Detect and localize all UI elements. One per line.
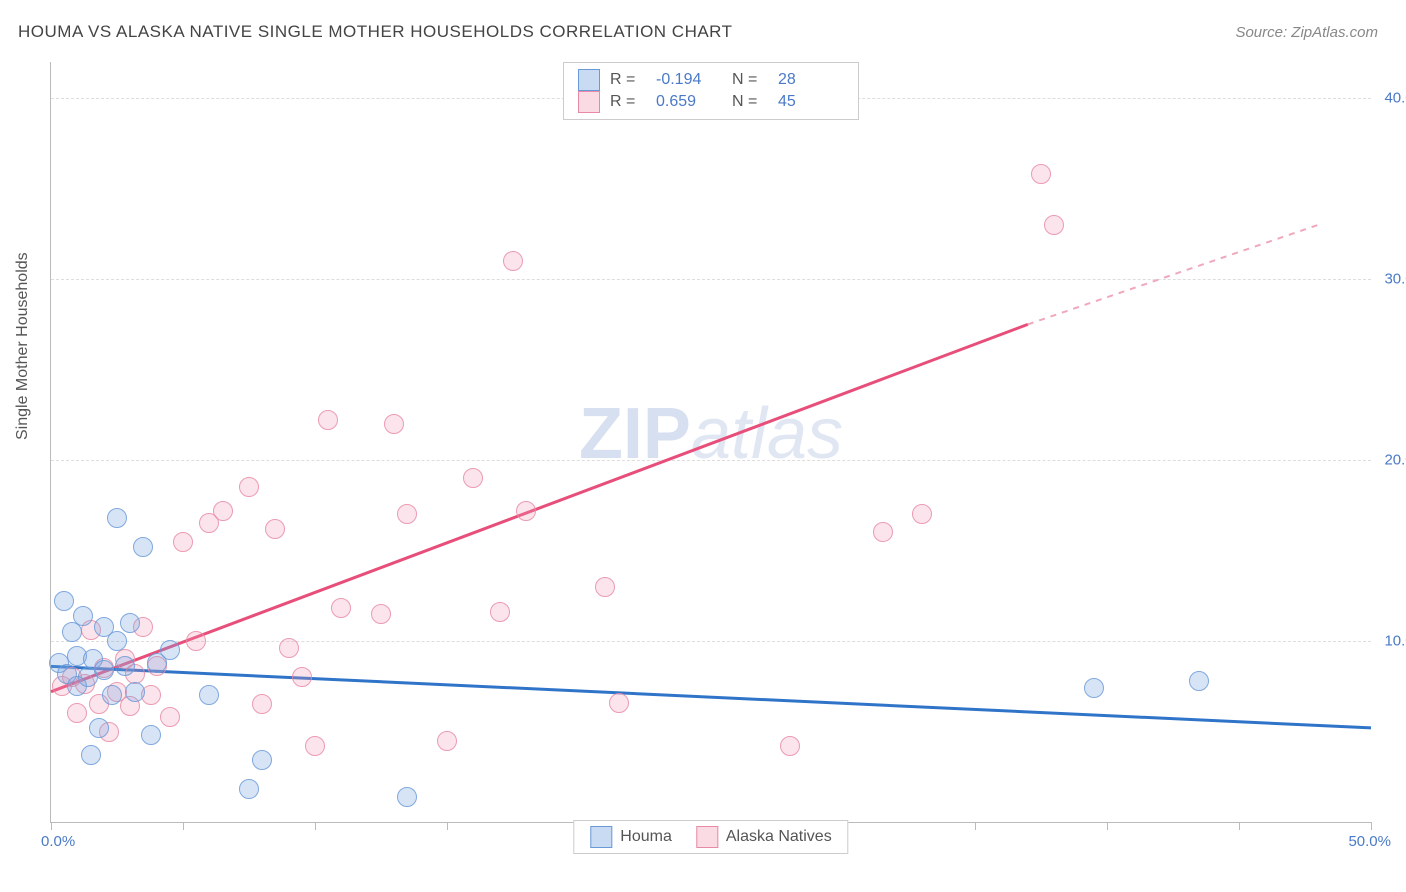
data-point bbox=[199, 685, 219, 705]
data-point bbox=[780, 736, 800, 756]
data-point bbox=[1189, 671, 1209, 691]
x-axis-label-start: 0.0% bbox=[41, 833, 75, 850]
correlation-row-pink: R = 0.659 N = 45 bbox=[578, 91, 844, 113]
data-point bbox=[89, 718, 109, 738]
data-point bbox=[141, 725, 161, 745]
r-value-pink: 0.659 bbox=[656, 93, 722, 111]
data-point bbox=[873, 522, 893, 542]
data-point bbox=[81, 745, 101, 765]
data-point bbox=[595, 577, 615, 597]
swatch-pink-icon bbox=[696, 826, 718, 848]
legend-item-blue: Houma bbox=[590, 826, 672, 848]
data-point bbox=[160, 640, 180, 660]
trend-line-blue bbox=[51, 666, 1371, 728]
data-point bbox=[1031, 164, 1051, 184]
legend-label-blue: Houma bbox=[620, 828, 672, 846]
r-label: R = bbox=[610, 93, 646, 111]
n-label: N = bbox=[732, 71, 768, 89]
x-tick bbox=[1107, 822, 1108, 830]
x-axis-label-end: 50.0% bbox=[1348, 833, 1391, 850]
data-point bbox=[1044, 215, 1064, 235]
data-point bbox=[292, 667, 312, 687]
x-tick bbox=[447, 822, 448, 830]
correlation-legend: R = -0.194 N = 28 R = 0.659 N = 45 bbox=[563, 62, 859, 120]
series-legend: Houma Alaska Natives bbox=[573, 820, 848, 854]
data-point bbox=[503, 251, 523, 271]
data-point bbox=[516, 501, 536, 521]
n-value-blue: 28 bbox=[778, 71, 844, 89]
data-point bbox=[371, 604, 391, 624]
data-point bbox=[318, 410, 338, 430]
data-point bbox=[107, 508, 127, 528]
data-point bbox=[67, 703, 87, 723]
data-point bbox=[239, 477, 259, 497]
y-tick-label: 30.0% bbox=[1384, 271, 1406, 288]
data-point bbox=[437, 731, 457, 751]
x-tick bbox=[315, 822, 316, 830]
data-point bbox=[133, 537, 153, 557]
swatch-pink-icon bbox=[578, 91, 600, 113]
x-tick bbox=[1371, 822, 1372, 830]
data-point bbox=[239, 779, 259, 799]
n-label: N = bbox=[732, 93, 768, 111]
data-point bbox=[173, 532, 193, 552]
data-point bbox=[94, 660, 114, 680]
x-tick bbox=[51, 822, 52, 830]
data-point bbox=[490, 602, 510, 622]
data-point bbox=[1084, 678, 1104, 698]
correlation-row-blue: R = -0.194 N = 28 bbox=[578, 69, 844, 91]
legend-item-pink: Alaska Natives bbox=[696, 826, 832, 848]
x-tick bbox=[1239, 822, 1240, 830]
data-point bbox=[384, 414, 404, 434]
data-point bbox=[120, 613, 140, 633]
data-point bbox=[265, 519, 285, 539]
data-point bbox=[160, 707, 180, 727]
data-point bbox=[252, 694, 272, 714]
data-point bbox=[213, 501, 233, 521]
data-point bbox=[102, 685, 122, 705]
data-point bbox=[331, 598, 351, 618]
n-value-pink: 45 bbox=[778, 93, 844, 111]
data-point bbox=[463, 468, 483, 488]
y-tick-label: 10.0% bbox=[1384, 633, 1406, 650]
data-point bbox=[252, 750, 272, 770]
swatch-blue-icon bbox=[590, 826, 612, 848]
y-tick-label: 20.0% bbox=[1384, 452, 1406, 469]
data-point bbox=[54, 591, 74, 611]
r-value-blue: -0.194 bbox=[656, 71, 722, 89]
data-point bbox=[73, 606, 93, 626]
plot-area: ZIPatlas 10.0%20.0%30.0%40.0% 0.0% 50.0%… bbox=[50, 62, 1371, 823]
trend-lines-layer bbox=[51, 62, 1371, 822]
chart-title: HOUMA VS ALASKA NATIVE SINGLE MOTHER HOU… bbox=[18, 22, 733, 42]
swatch-blue-icon bbox=[578, 69, 600, 91]
data-point bbox=[107, 631, 127, 651]
source-attribution: Source: ZipAtlas.com bbox=[1235, 24, 1378, 41]
trend-line-pink-dash bbox=[1028, 225, 1318, 325]
data-point bbox=[125, 682, 145, 702]
y-axis-title: Single Mother Households bbox=[14, 252, 32, 440]
data-point bbox=[305, 736, 325, 756]
data-point bbox=[609, 693, 629, 713]
x-tick bbox=[975, 822, 976, 830]
data-point bbox=[115, 656, 135, 676]
data-point bbox=[279, 638, 299, 658]
r-label: R = bbox=[610, 71, 646, 89]
y-tick-label: 40.0% bbox=[1384, 90, 1406, 107]
data-point bbox=[912, 504, 932, 524]
x-tick bbox=[183, 822, 184, 830]
legend-label-pink: Alaska Natives bbox=[726, 828, 832, 846]
data-point bbox=[186, 631, 206, 651]
data-point bbox=[397, 787, 417, 807]
data-point bbox=[397, 504, 417, 524]
